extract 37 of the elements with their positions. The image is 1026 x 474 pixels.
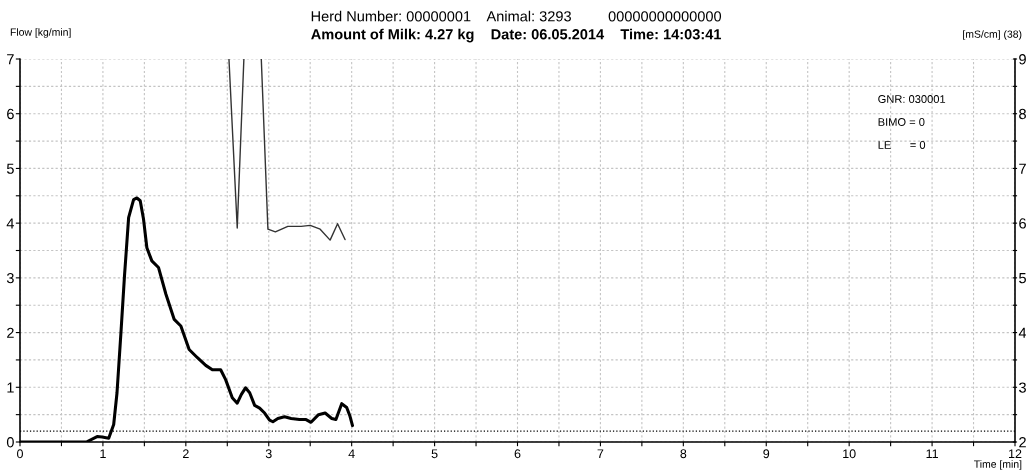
x-tick-label: 5 bbox=[431, 449, 438, 459]
x-tick-label: 3 bbox=[265, 449, 272, 459]
x-tick-label: 4 bbox=[348, 449, 355, 458]
x-tick-label: 2 bbox=[182, 449, 189, 458]
chart-subtitle: Amount of Milk: 4.27 kg Date: 06.05.2014 Time: 14:03:41 bbox=[311, 28, 722, 43]
y2-tick-label: 3 bbox=[1019, 382, 1026, 393]
x-tick-label: 10 bbox=[843, 449, 856, 459]
x-tick-label: 1 bbox=[100, 449, 106, 458]
x-tick-label: 8 bbox=[680, 449, 687, 459]
x-tick-label: 6 bbox=[514, 449, 521, 459]
y-tick-label: 5 bbox=[6, 163, 14, 174]
annotation: LE = 0 bbox=[878, 141, 926, 149]
y-tick-label: 0 bbox=[6, 437, 14, 448]
y-tick-label: 6 bbox=[7, 108, 14, 120]
annotation: BIMO = 0 bbox=[878, 118, 925, 126]
y-tick-label: 3 bbox=[6, 272, 14, 284]
chart-title: Herd Number: 00000001 Animal: 3293 00000000000000 bbox=[311, 10, 722, 22]
y2-tick-label: 5 bbox=[1019, 273, 1026, 284]
y2-tick-label: 9 bbox=[1019, 54, 1026, 65]
x-tick-label: 11 bbox=[926, 449, 938, 458]
y-tick-label: 2 bbox=[7, 327, 14, 338]
x-tick-label: 0 bbox=[17, 449, 23, 459]
y-tick-label: 4 bbox=[6, 218, 15, 229]
y2-tick-label: 4 bbox=[1018, 327, 1026, 338]
annotation: GNR: 030001 bbox=[878, 95, 946, 103]
y2-tick-label: 6 bbox=[1019, 218, 1026, 229]
y-axis-title: Flow [kg/min] bbox=[10, 28, 71, 38]
y-tick-label: 7 bbox=[7, 54, 14, 65]
y-tick-label: 1 bbox=[7, 382, 14, 393]
y2-tick-label: 2 bbox=[1019, 437, 1026, 448]
x-tick-label: 12 bbox=[1009, 449, 1022, 458]
y2-tick-label: 8 bbox=[1019, 108, 1026, 120]
y2-axis-title: [mS/cm] (38) bbox=[963, 30, 1022, 40]
x-tick-label: 7 bbox=[597, 449, 604, 458]
x-tick-label: 9 bbox=[763, 449, 770, 459]
y2-tick-label: 7 bbox=[1019, 163, 1026, 174]
x-axis-title: Time [min] bbox=[974, 460, 1022, 470]
